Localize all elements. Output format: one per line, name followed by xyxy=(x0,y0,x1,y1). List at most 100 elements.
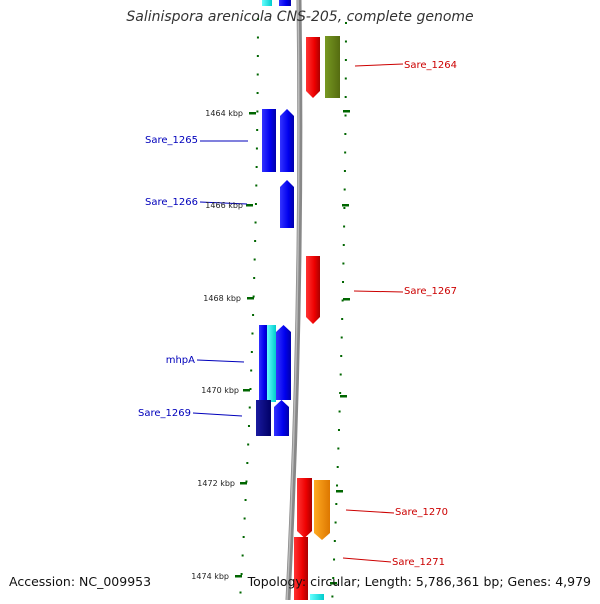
gene-label-mhpa[interactable]: mhpA xyxy=(166,355,195,366)
major-tick-left xyxy=(235,575,242,578)
tick-mark xyxy=(256,110,259,113)
leader-sare-1267 xyxy=(353,290,404,293)
tick-mark xyxy=(342,244,345,246)
tick-mark xyxy=(341,318,344,320)
tick-mark xyxy=(250,369,253,372)
gene-arrow-olive xyxy=(325,36,340,98)
tick-mark xyxy=(254,221,257,224)
leader-sare-1270 xyxy=(345,509,395,514)
gene-label-sare-1269[interactable]: Sare_1269 xyxy=(138,408,191,419)
tick-mark xyxy=(247,425,250,427)
tick-mark xyxy=(343,188,346,191)
tick-mark xyxy=(246,462,249,464)
gene-arrow-sare-1264 xyxy=(306,37,320,98)
tick-mark xyxy=(254,240,257,242)
gene-arrow-partial xyxy=(262,0,272,6)
tick-mark xyxy=(344,133,347,135)
gene-label-sare-1265[interactable]: Sare_1265 xyxy=(145,135,198,146)
leader-sare-1264 xyxy=(354,63,404,67)
tick-mark xyxy=(249,388,252,390)
tick-mark xyxy=(254,203,257,205)
gene-arrow-partial xyxy=(279,0,291,6)
tick-mark xyxy=(344,22,347,24)
tick-mark xyxy=(343,225,346,228)
tick-mark xyxy=(342,262,345,265)
genome-backbone-highlight xyxy=(286,0,300,601)
tick-mark xyxy=(344,96,347,98)
leader-mhpa xyxy=(196,359,245,363)
tick-mark xyxy=(340,355,343,357)
tick-mark xyxy=(256,55,259,57)
tick-mark xyxy=(336,484,339,487)
scale-label: 1472 kbp xyxy=(197,479,235,488)
tick-mark xyxy=(335,503,338,505)
scale-label: 1464 kbp xyxy=(205,109,243,118)
tick-mark xyxy=(256,92,259,94)
tick-mark xyxy=(245,480,248,483)
gene-arrow-sare-1269 xyxy=(256,400,271,436)
tick-mark xyxy=(252,295,255,298)
gene-label-sare-1267[interactable]: Sare_1267 xyxy=(404,286,457,297)
tick-mark xyxy=(344,77,347,80)
gene-arrow-sare-1267 xyxy=(306,256,320,324)
tick-mark xyxy=(344,114,347,117)
major-tick-right xyxy=(330,582,337,585)
gene-arrow-sare-1270 xyxy=(297,478,312,538)
gene-arrow-sare-1266 xyxy=(280,180,294,228)
major-tick-right xyxy=(343,110,350,113)
gene-arrow-partial-cyan xyxy=(310,594,324,600)
gene-arrow-sare-1269-b xyxy=(274,400,289,436)
tick-mark xyxy=(338,410,341,413)
tick-mark xyxy=(337,447,340,450)
map-title: Salinispora arenicola CNS-205, complete … xyxy=(126,9,474,25)
tick-mark xyxy=(336,466,339,468)
major-tick-right xyxy=(342,204,349,207)
tick-mark xyxy=(256,129,259,131)
genome-summary-text: Topology: circular; Length: 5,786,361 bp… xyxy=(247,574,591,589)
tick-mark xyxy=(248,406,251,409)
tick-mark xyxy=(252,314,255,316)
scale-label: 1468 kbp xyxy=(203,294,241,303)
tick-mark xyxy=(337,429,340,431)
tick-mark xyxy=(243,517,246,520)
major-tick-left xyxy=(243,389,250,392)
scale-label: 1466 kbp xyxy=(205,201,243,210)
tick-mark xyxy=(255,147,258,150)
gene-arrow-orange xyxy=(314,480,330,540)
genome-backbone xyxy=(285,0,303,601)
gene-label-sare-1264[interactable]: Sare_1264 xyxy=(404,60,457,71)
tick-mark xyxy=(256,36,259,39)
tick-mark xyxy=(250,351,253,353)
gene-label-sare-1271[interactable]: Sare_1271 xyxy=(392,557,445,568)
accession-text: Accession: NC_009953 xyxy=(9,574,152,589)
scale-label: 1474 kbp xyxy=(191,572,229,581)
tick-mark xyxy=(255,184,258,187)
tick-mark xyxy=(331,595,334,598)
major-tick-left xyxy=(249,112,256,115)
gene-arrow-sare-1265-b xyxy=(280,109,294,172)
tick-mark xyxy=(256,18,259,20)
gene-arrow-mhpa xyxy=(259,325,268,402)
leader-sare-1271 xyxy=(342,557,392,563)
tick-mark xyxy=(339,373,342,376)
tick-mark xyxy=(253,277,256,279)
gene-label-sare-1266[interactable]: Sare_1266 xyxy=(145,197,198,208)
major-tick-right xyxy=(340,395,347,398)
gene-arrow-sare-1271 xyxy=(294,537,308,600)
tick-mark xyxy=(344,151,347,154)
tick-mark xyxy=(239,591,242,594)
tick-mark xyxy=(334,521,337,524)
tick-mark xyxy=(333,540,336,542)
tick-mark xyxy=(332,577,335,579)
tick-mark xyxy=(244,499,247,501)
tick-mark xyxy=(253,258,256,261)
gene-label-sare-1270[interactable]: Sare_1270 xyxy=(395,507,448,518)
tick-mark xyxy=(344,59,347,61)
tick-marks xyxy=(235,18,350,598)
tick-mark xyxy=(343,170,346,172)
tick-mark xyxy=(255,166,258,168)
tick-mark xyxy=(256,73,259,76)
tick-mark xyxy=(241,554,244,557)
